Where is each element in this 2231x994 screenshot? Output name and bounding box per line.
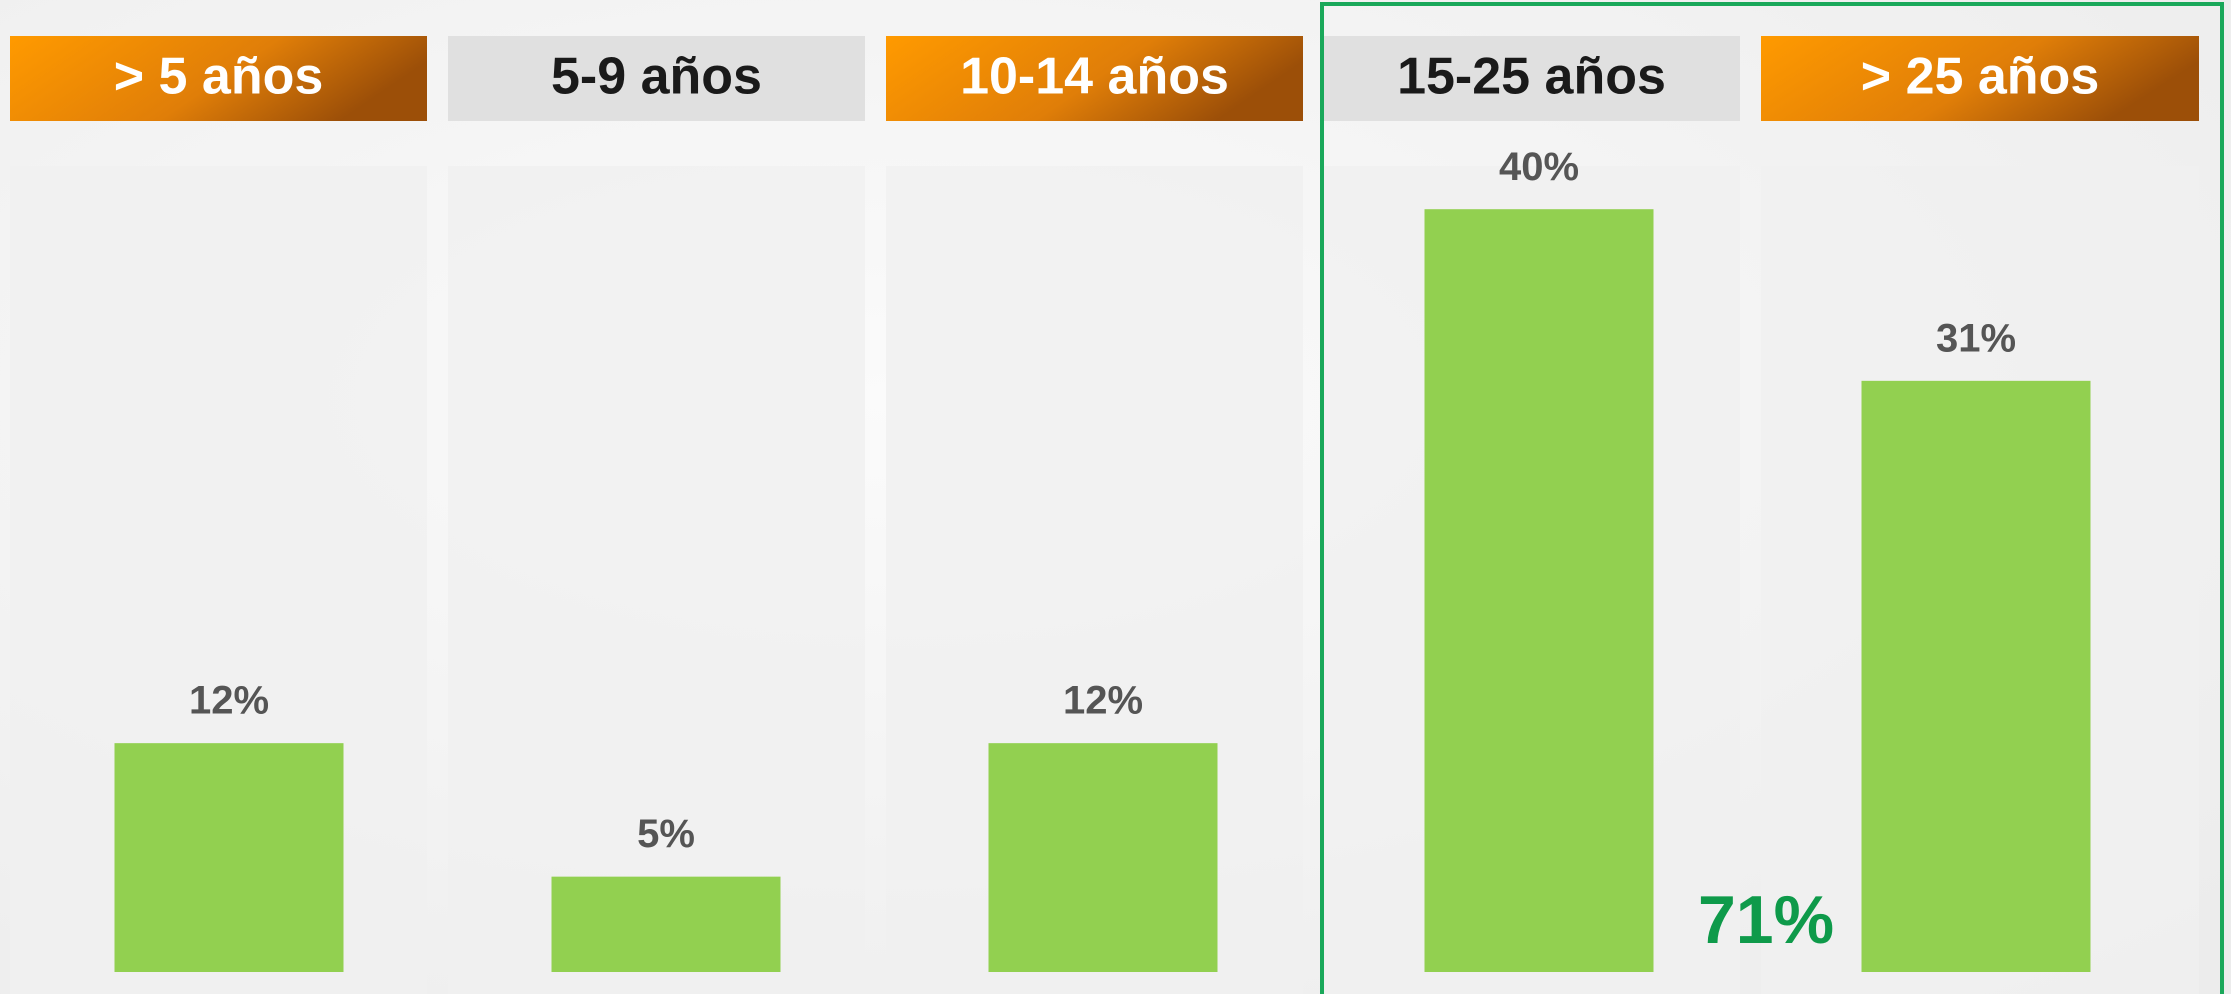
data-label: 12% — [189, 679, 269, 723]
data-label: 5% — [637, 812, 695, 856]
bar — [114, 743, 344, 972]
column-header — [886, 36, 1303, 121]
bar — [1861, 380, 2091, 973]
highlight-box — [1320, 2, 2224, 994]
x-tick-label: > 25 años — [1861, 48, 2099, 106]
annotation: 71% — [1698, 882, 1834, 958]
column-header — [1323, 36, 1740, 121]
column-panel — [448, 166, 865, 994]
bar — [988, 743, 1218, 972]
data-label: 40% — [1499, 145, 1579, 189]
column-header — [1761, 36, 2199, 121]
x-tick-label: 15-25 años — [1397, 48, 1666, 106]
data-label: 12% — [1063, 679, 1143, 723]
bar — [551, 876, 781, 972]
x-tick-label: 5-9 años — [551, 48, 762, 106]
x-tick-label: > 5 años — [114, 48, 324, 106]
data-label: 31% — [1936, 316, 2016, 360]
bar — [1424, 209, 1654, 972]
column-header — [10, 36, 427, 121]
column-header — [448, 36, 865, 121]
x-tick-label: 10-14 años — [960, 48, 1229, 106]
